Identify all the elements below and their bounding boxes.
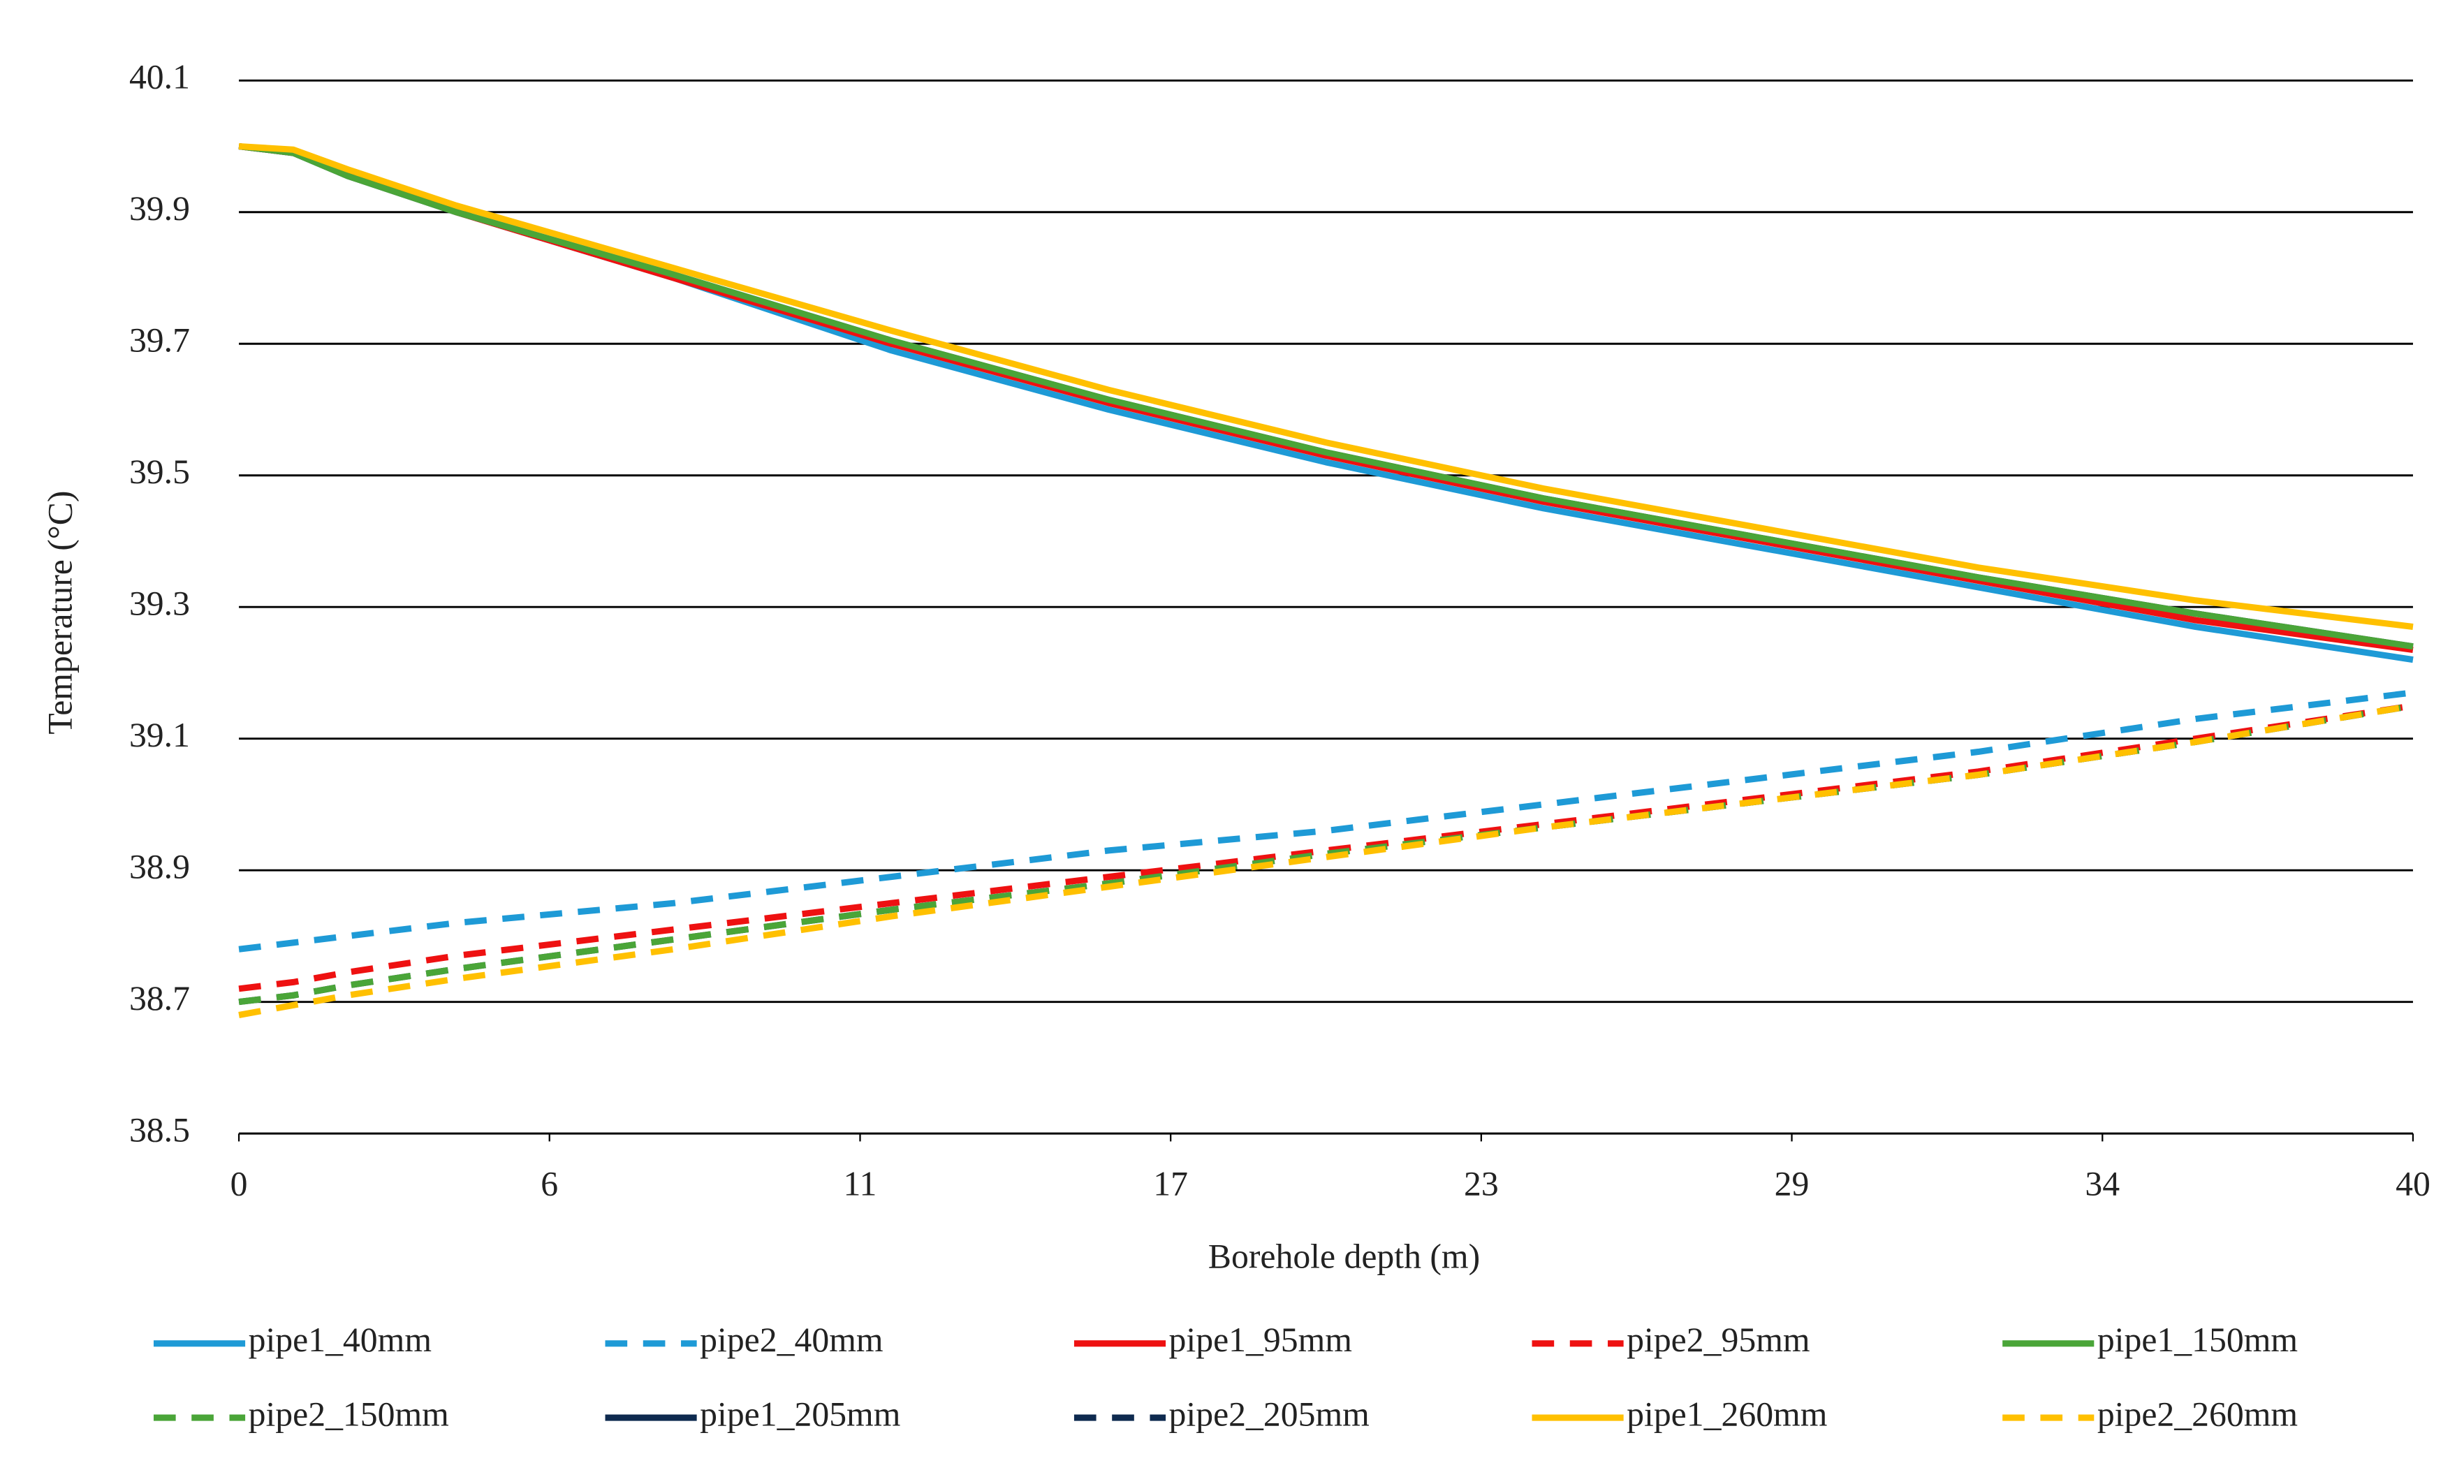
legend-label: pipe2_40mm xyxy=(700,1321,883,1359)
labels: Borehole depth (m) Temperature (°C) xyxy=(41,491,1481,1276)
legend-label: pipe2_95mm xyxy=(1627,1321,1810,1359)
series-line xyxy=(238,143,2414,650)
series-line xyxy=(238,143,2414,650)
legend-label: pipe1_260mm xyxy=(1627,1395,1827,1433)
plot-lines xyxy=(238,143,2414,1018)
y-tick-label: 39.5 xyxy=(129,453,190,491)
series-line xyxy=(238,143,2414,630)
legend-label: pipe2_260mm xyxy=(2097,1395,2298,1433)
x-tick-label: 17 xyxy=(1153,1164,1188,1203)
legend-item: pipe1_95mm xyxy=(1073,1321,1352,1359)
y-tick-label: 39.7 xyxy=(129,321,190,360)
legend-item: pipe2_205mm xyxy=(1073,1395,1370,1433)
y-tick-label: 39.3 xyxy=(129,585,190,623)
grid: 38.5 38.7 38.9 39.1 39.3 39.5 39.7 39.9 40.1 0 6 11… xyxy=(129,58,2430,1203)
legend-label: pipe1_150mm xyxy=(2097,1321,2298,1359)
x-axis-title: Borehole depth (m) xyxy=(1208,1237,1480,1275)
legend-item: pipe1_150mm xyxy=(2002,1321,2298,1359)
legend-item: pipe2_150mm xyxy=(153,1395,449,1433)
series-line xyxy=(238,703,2414,1006)
y-tick-label: 39.1 xyxy=(129,716,190,754)
legend-item: pipe2_40mm xyxy=(605,1321,883,1359)
x-tick-label: 34 xyxy=(2085,1164,2120,1203)
legend-item: pipe2_95mm xyxy=(1532,1321,1810,1359)
x-tick-label: 29 xyxy=(1775,1164,1810,1203)
legend-label: pipe2_205mm xyxy=(1169,1395,1370,1433)
x-tick-label: 11 xyxy=(844,1164,877,1203)
legend-item: pipe1_40mm xyxy=(153,1321,432,1359)
series-line xyxy=(238,689,2414,953)
series-line xyxy=(238,143,2414,653)
x-tick-label: 40 xyxy=(2396,1164,2430,1203)
series-line xyxy=(238,703,2414,992)
legend-label: pipe1_95mm xyxy=(1169,1321,1352,1359)
series-line xyxy=(238,703,2414,1006)
y-tick-label: 38.5 xyxy=(129,1111,190,1149)
y-tick-label: 38.9 xyxy=(129,848,190,886)
y-tick-label: 38.7 xyxy=(129,979,190,1018)
x-tick-label: 6 xyxy=(541,1164,558,1203)
legend-label: pipe1_205mm xyxy=(700,1395,900,1433)
legend-item: pipe1_205mm xyxy=(605,1395,900,1433)
legend-item: pipe2_260mm xyxy=(2002,1395,2298,1433)
y-tick-label: 39.9 xyxy=(129,189,190,228)
legend-label: pipe1_40mm xyxy=(249,1321,432,1359)
y-axis-title: Temperature (°C) xyxy=(41,491,80,735)
x-tick-label: 23 xyxy=(1464,1164,1499,1203)
legend-label: pipe2_150mm xyxy=(249,1395,449,1433)
legend-item: pipe1_260mm xyxy=(1532,1395,1827,1433)
x-tick-label: 0 xyxy=(230,1164,248,1203)
series-line xyxy=(238,703,2414,1018)
y-tick-label: 40.1 xyxy=(129,58,190,96)
legend: pipe1_40mm pipe2_40mm pipe1_95mm pipe2_95mm… xyxy=(153,1321,2298,1433)
